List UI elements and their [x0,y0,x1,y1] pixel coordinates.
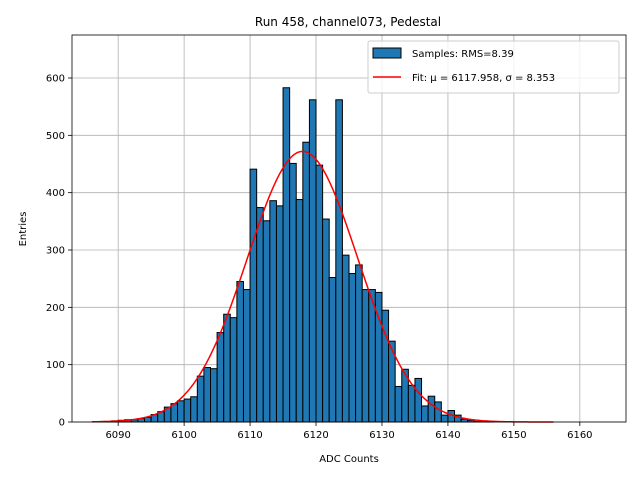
y-tick-label: 100 [46,360,65,371]
histogram-bar [348,273,357,423]
histogram-bar [361,289,370,423]
y-tick-label: 300 [46,246,65,257]
histogram-bar [295,199,304,423]
y-tick-label: 0 [59,418,65,429]
histogram-bar [407,384,416,423]
histogram-bar [223,313,231,423]
fit-layer [91,150,554,423]
histogram-bar [341,254,350,423]
y-tick-label: 600 [46,74,65,85]
ticks-layer: 6090 6100 6110 6120 6130 6140 6150 6160 0 100 200 3… [46,74,593,442]
x-tick-label: 6100 [171,430,196,441]
histogram-bar [394,385,403,423]
histogram-bar [421,405,429,423]
histogram-bar [242,289,251,423]
histogram-bar [203,367,211,423]
x-tick-label: 6090 [105,430,130,441]
histogram-bar [177,400,185,423]
histogram-bar [262,220,271,423]
legend-label-fit: Fit: μ = 6117.958, σ = 8.353 [412,73,555,84]
histogram-bar [282,87,291,423]
x-axis-label: ADC Counts [319,454,379,465]
histogram-bar [269,200,277,423]
histogram-bar [190,396,198,423]
x-tick-label: 6150 [501,430,526,441]
histogram-bar [368,289,376,423]
x-tick-label: 6110 [237,430,262,441]
histogram-bar [308,99,317,423]
histogram-bar [302,141,310,423]
histogram-bar [335,99,343,423]
legend-box [367,40,620,94]
axes-frame [71,34,627,423]
histogram-bar [249,168,258,423]
y-tick-label: 400 [46,188,65,199]
histogram-bar [196,375,205,423]
histogram-bar [322,218,330,423]
x-tick-label: 6160 [567,430,592,441]
histogram-bar [236,281,244,423]
histogram-bar [289,162,297,423]
y-tick-label: 500 [46,131,65,142]
y-tick-label: 200 [46,303,65,314]
histogram-bar [427,395,436,423]
histogram-bar [229,317,238,423]
x-tick-label: 6120 [303,430,328,441]
histogram-bar [355,264,363,423]
histogram-bar [434,401,442,423]
histogram-bar [414,377,423,423]
histogram-bar [210,368,218,423]
histogram-bar [216,332,225,423]
histogram-bar [275,205,284,423]
legend: Samples: RMS=8.39 Fit: μ = 6117.958, σ =… [367,40,620,94]
histogram-bar [256,207,264,423]
x-tick-label: 6130 [369,430,394,441]
histogram-bar [315,164,324,423]
y-axis-label: Entries [18,212,29,247]
fit-curve [91,150,554,423]
histogram-bar [328,277,337,423]
histogram-bar [183,398,192,423]
x-tick-label: 6140 [435,430,460,441]
chart-title: Run 458, channel073, Pedestal [255,15,441,29]
histogram-bar [440,414,449,423]
legend-swatch-histogram [372,47,402,59]
legend-label-histogram: Samples: RMS=8.39 [412,49,514,60]
